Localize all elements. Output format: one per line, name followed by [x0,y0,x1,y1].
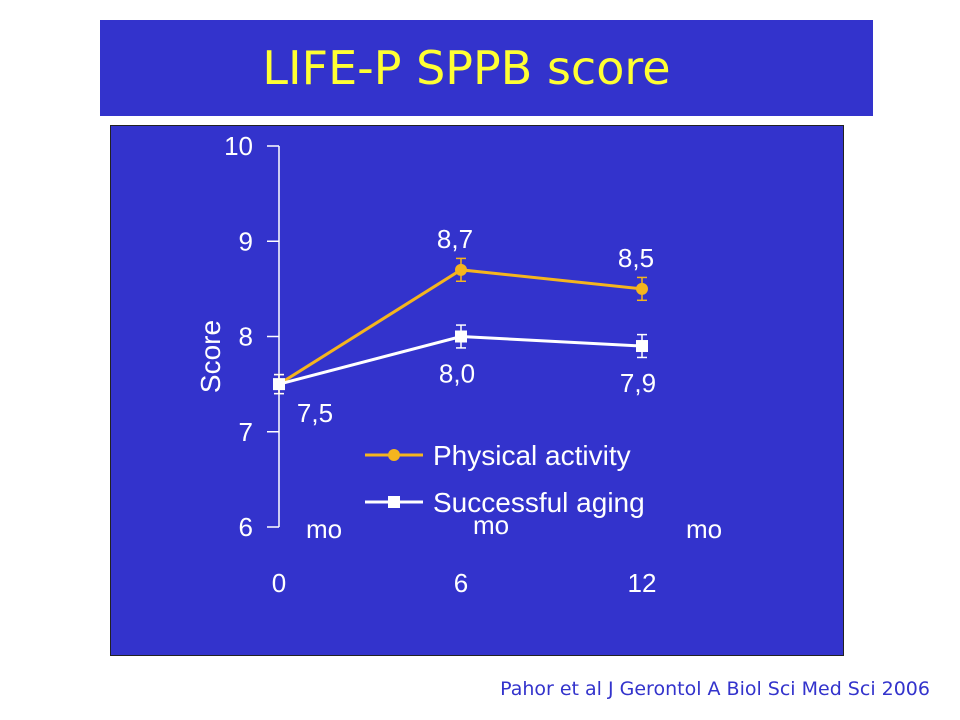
x-unit-label: mo [473,510,509,540]
data-point-square [273,378,285,391]
y-tick-label: 7 [239,417,253,447]
chart-panel: 6 7 8 9 10 Score 0 6 12 mo mo mo 8,7 8,5 7,5 8,0 7,9 Phys… [110,125,844,656]
data-point-square [455,330,467,343]
x-tick-label: 0 [272,568,286,598]
data-point-circle [636,282,648,295]
y-tick-label: 8 [239,322,253,352]
data-label: 8,5 [618,243,654,273]
title-bar: LIFE-P SPPB score [100,20,873,116]
data-point-circle [455,263,467,276]
y-tick-label: 10 [224,131,253,161]
data-point-square [636,340,648,353]
legend-label: Successful aging [433,487,645,518]
legend-marker-circle [388,449,400,461]
data-label: 8,7 [437,224,473,254]
x-unit-label: mo [306,514,342,544]
data-label: 8,0 [439,359,475,389]
y-tick-label: 9 [239,226,253,256]
data-label: 7,5 [297,398,333,428]
x-tick-label: 12 [628,568,657,598]
slide-title: LIFE-P SPPB score [262,41,671,95]
legend-label: Physical activity [433,440,631,471]
citation: Pahor et al J Gerontol A Biol Sci Med Sc… [500,678,930,700]
y-axis-label: Score [195,320,226,393]
x-tick-label: 6 [454,568,468,598]
legend-marker-square [388,496,400,508]
x-unit-label: mo [686,514,722,544]
y-tick-label: 6 [239,512,253,542]
data-label: 7,9 [620,368,656,398]
